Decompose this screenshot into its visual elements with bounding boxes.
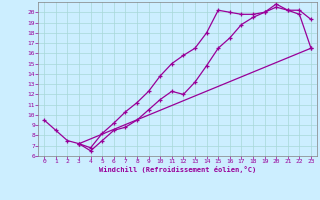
X-axis label: Windchill (Refroidissement éolien,°C): Windchill (Refroidissement éolien,°C) — [99, 166, 256, 173]
